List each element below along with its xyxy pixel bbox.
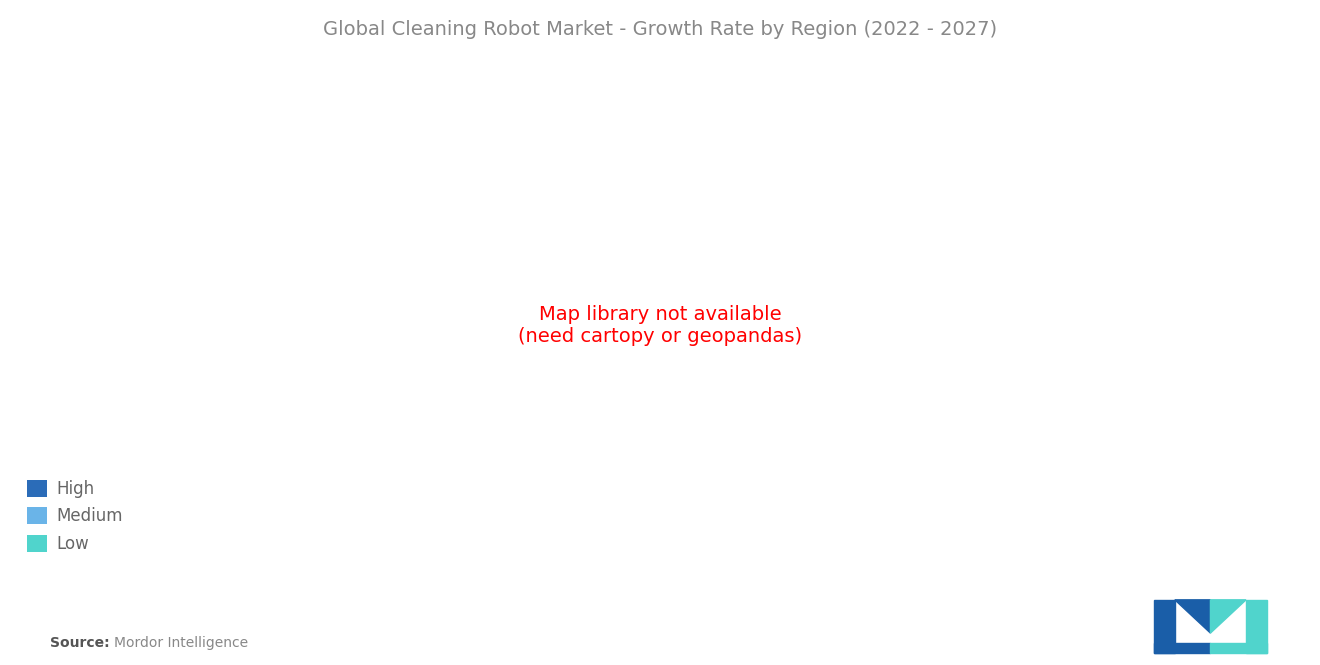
Bar [1154, 600, 1175, 653]
Bar [1210, 643, 1267, 653]
Text: Source:: Source: [50, 636, 110, 650]
Polygon shape [1175, 600, 1210, 633]
Bar [1246, 600, 1267, 653]
Bar [1154, 643, 1210, 653]
Text: Mordor Intelligence: Mordor Intelligence [114, 636, 248, 650]
Legend: High, Medium, Low: High, Medium, Low [21, 475, 128, 558]
Text: Global Cleaning Robot Market - Growth Rate by Region (2022 - 2027): Global Cleaning Robot Market - Growth Ra… [323, 20, 997, 39]
Text: Map library not available
(need cartopy or geopandas): Map library not available (need cartopy … [517, 305, 803, 346]
Polygon shape [1210, 600, 1246, 633]
